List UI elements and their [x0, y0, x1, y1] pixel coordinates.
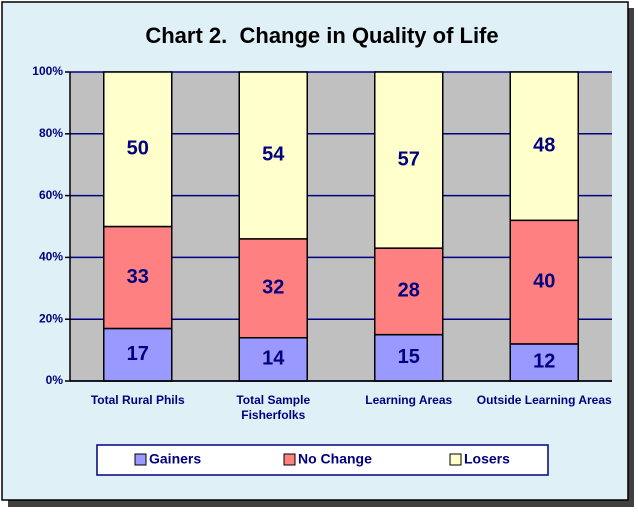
- bar-segment: [103, 71, 173, 228]
- data-label: 40: [533, 270, 555, 292]
- y-tick-label: 0%: [46, 373, 64, 387]
- data-label: 28: [398, 280, 420, 302]
- x-tick-label: Learning Areas: [365, 393, 453, 407]
- legend-swatch: [449, 453, 462, 466]
- x-tick-label: Total Rural Phils: [90, 393, 185, 407]
- data-label: 14: [262, 348, 285, 370]
- chart-title: Chart 2. Change in Quality of Life: [145, 23, 498, 48]
- data-label: 48: [533, 134, 555, 156]
- y-tick-label: 20%: [39, 311, 63, 325]
- data-label: 15: [398, 346, 420, 368]
- x-tick-label-box: Learning Areas: [365, 393, 453, 407]
- bar-segment: [509, 71, 579, 222]
- legend-swatch: [134, 453, 147, 466]
- x-tick-label-box: Total Sample Fisherfolks: [236, 393, 311, 422]
- legend: [96, 444, 549, 476]
- x-tick-label: Outside Learning Areas: [476, 393, 612, 407]
- y-tick-label: 40%: [39, 250, 63, 264]
- legend-label: Gainers: [149, 451, 201, 467]
- bar-segment: [238, 238, 308, 339]
- data-label: 54: [262, 144, 285, 166]
- data-label: 17: [127, 343, 149, 365]
- data-label: 12: [533, 351, 555, 373]
- y-tick-label: 60%: [39, 188, 63, 202]
- x-tick-label: Total Sample Fisherfolks: [236, 393, 311, 422]
- legend-label: Losers: [464, 451, 510, 467]
- data-label: 33: [127, 266, 149, 288]
- y-tick-label: 100%: [32, 64, 63, 78]
- y-tick-label: 80%: [39, 126, 63, 140]
- bar-segment: [238, 71, 308, 240]
- legend-label: No Change: [298, 451, 372, 467]
- data-label: 32: [262, 277, 284, 299]
- bar-segment: [509, 219, 579, 345]
- x-tick-label-box: Outside Learning Areas: [476, 393, 612, 407]
- bar-segment: [374, 71, 444, 249]
- data-label: 57: [398, 148, 420, 170]
- data-label: 50: [127, 138, 149, 160]
- x-tick-label-box: Total Rural Phils: [90, 393, 185, 407]
- legend-swatch: [283, 453, 296, 466]
